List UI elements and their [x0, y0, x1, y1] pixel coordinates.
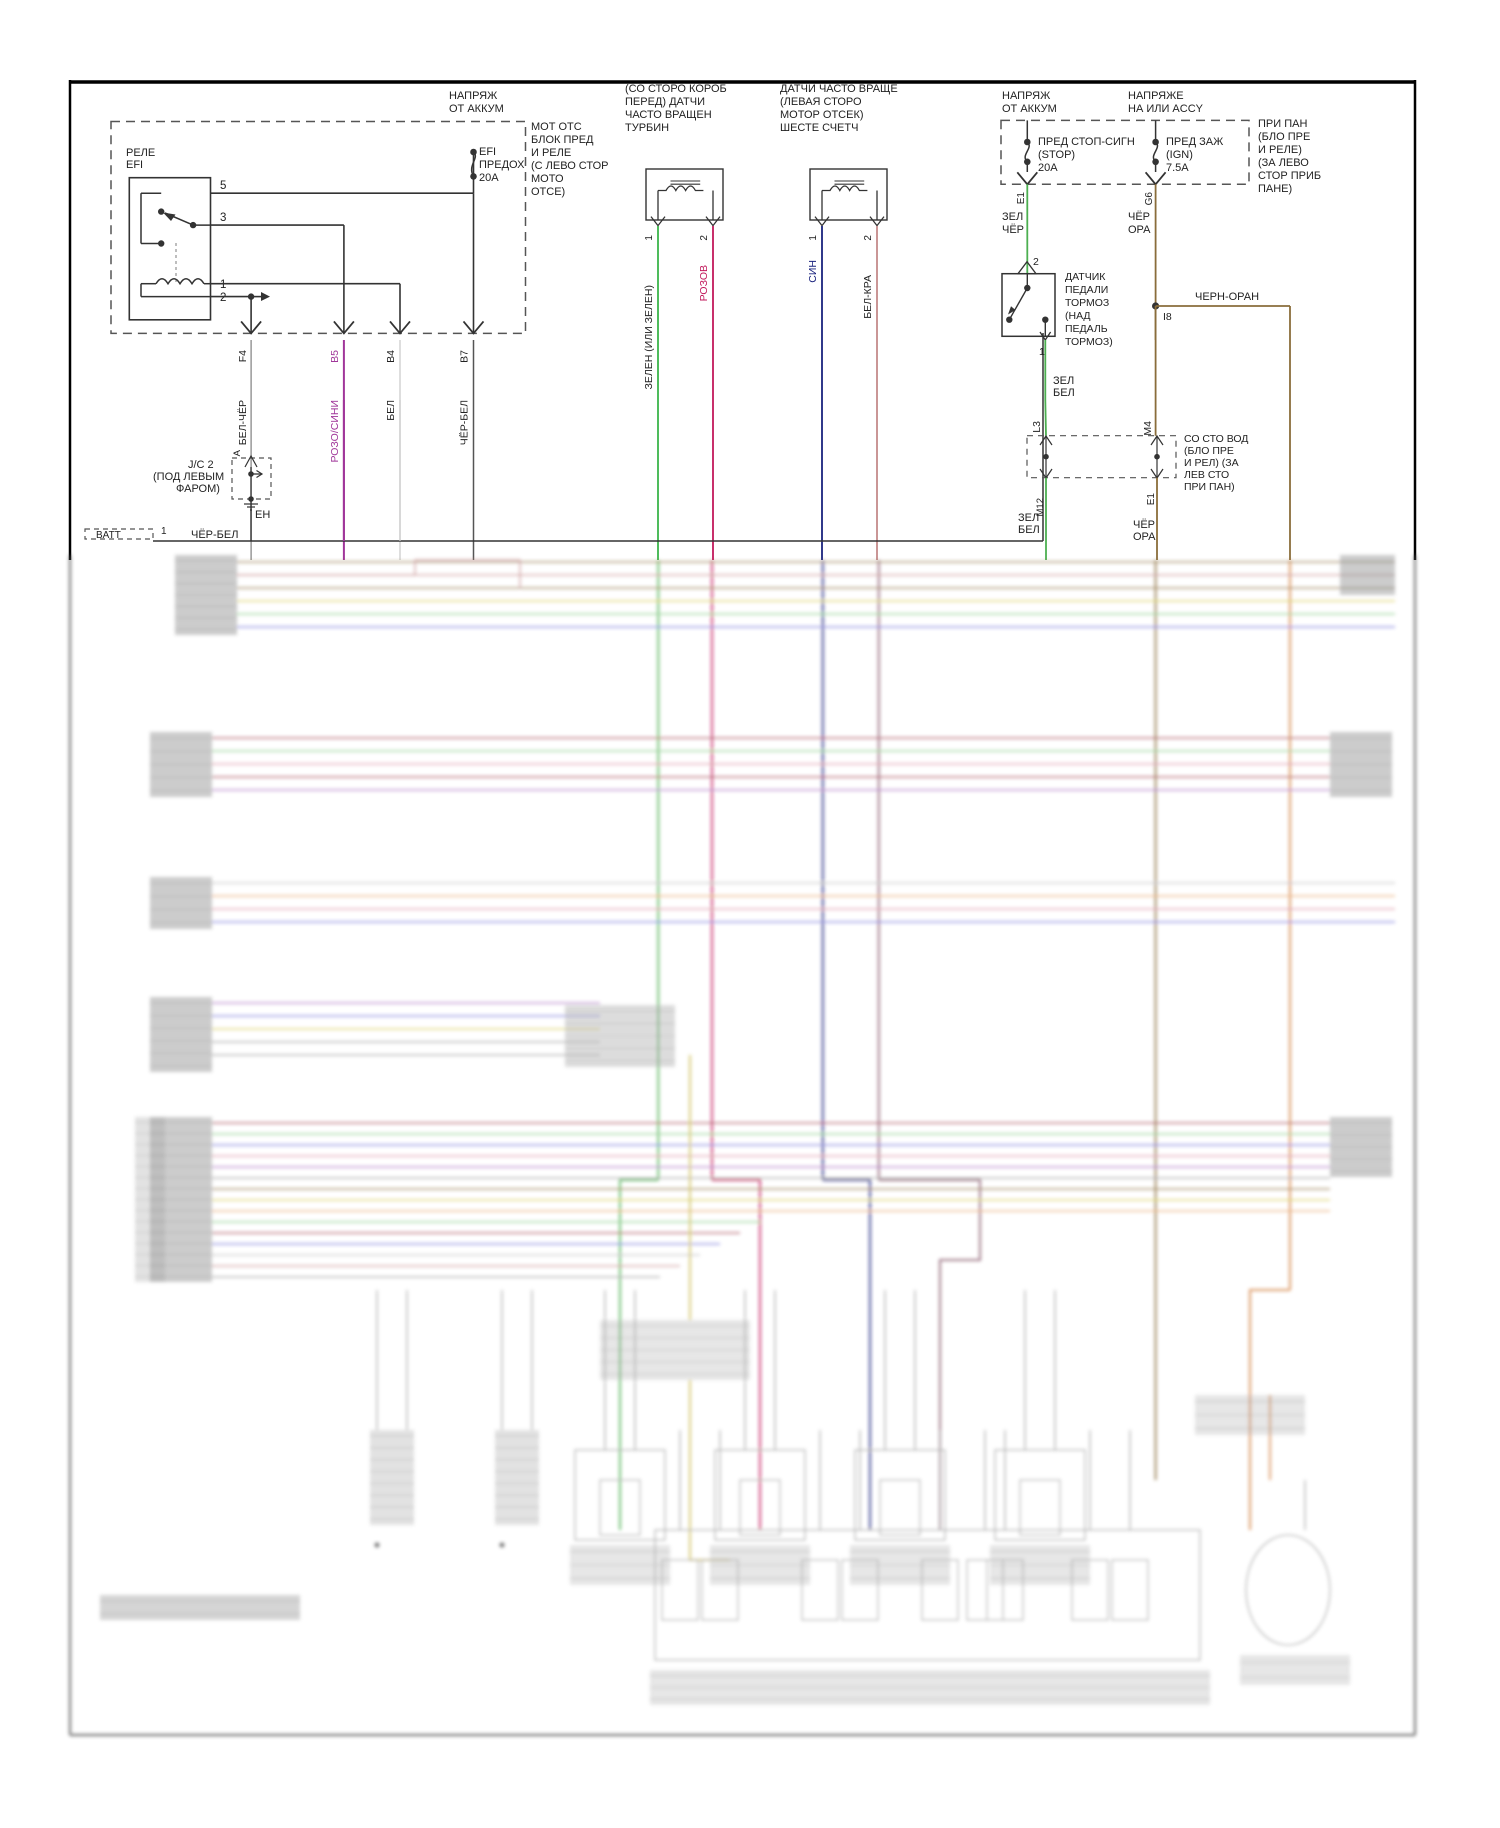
svg-text:БЕЛ-КРА: БЕЛ-КРА [862, 275, 874, 319]
svg-text:A: A [232, 449, 243, 456]
svg-text:1: 1 [1039, 346, 1045, 358]
svg-text:ЗЕЛ: ЗЕЛ [1018, 512, 1039, 524]
svg-text:ЗЕЛ: ЗЕЛ [1053, 375, 1074, 387]
svg-text:20A: 20A [479, 172, 499, 184]
svg-text:L3: L3 [1031, 421, 1043, 433]
svg-text:ЗЕЛЕН (ИЛИ ЗЕЛЕН): ЗЕЛЕН (ИЛИ ЗЕЛЕН) [643, 285, 655, 389]
svg-text:(IGN): (IGN) [1166, 149, 1193, 161]
svg-text:ЧАСТО ВРАЩЕН: ЧАСТО ВРАЩЕН [625, 109, 712, 121]
svg-text:ОРА: ОРА [1128, 224, 1151, 236]
svg-text:СИН: СИН [807, 260, 819, 283]
svg-text:2: 2 [863, 235, 874, 241]
svg-text:20A: 20A [1038, 162, 1058, 174]
svg-text:БЛОК ПРЕД: БЛОК ПРЕД [531, 134, 594, 146]
svg-text:1: 1 [808, 235, 819, 241]
svg-text:1: 1 [161, 526, 167, 537]
svg-text:E1: E1 [1016, 192, 1027, 205]
svg-text:ЧЁР-БЕЛ: ЧЁР-БЕЛ [191, 529, 238, 541]
svg-text:BATT: BATT [96, 530, 121, 541]
svg-text:И РЕЛ) (ЗА: И РЕЛ) (ЗА [1184, 457, 1239, 469]
svg-text:НАПРЯЖЕ: НАПРЯЖЕ [1128, 90, 1184, 102]
svg-text:(ЛЕВАЯ СТОРО: (ЛЕВАЯ СТОРО [780, 96, 862, 108]
svg-text:ЛЕВ СТО: ЛЕВ СТО [1184, 469, 1229, 481]
svg-text:M4: M4 [1142, 421, 1154, 436]
svg-text:(НАД: (НАД [1065, 310, 1091, 322]
svg-text:ЧЁР: ЧЁР [1002, 224, 1024, 236]
svg-text:СО СТО ВОД: СО СТО ВОД [1184, 433, 1248, 445]
svg-text:F4: F4 [237, 350, 249, 362]
svg-text:(STOP): (STOP) [1038, 149, 1075, 161]
svg-text:E1: E1 [1146, 493, 1157, 506]
svg-text:И РЕЛЕ: И РЕЛЕ [531, 147, 571, 159]
svg-text:3: 3 [220, 212, 226, 224]
svg-text:ПРЕД ЗАЖ: ПРЕД ЗАЖ [1166, 136, 1223, 148]
svg-text:ТУРБИН: ТУРБИН [625, 122, 669, 134]
svg-text:ПРИ ПАН): ПРИ ПАН) [1184, 481, 1235, 493]
svg-text:РОЗО/СИНИ: РОЗО/СИНИ [329, 400, 341, 463]
svg-text:(ПОД ЛЕВЫМ: (ПОД ЛЕВЫМ [153, 471, 224, 483]
svg-text:ТОРМОЗ: ТОРМОЗ [1065, 297, 1109, 309]
svg-text:ДАТЧИ ЧАСТО ВРАЩЕ: ДАТЧИ ЧАСТО ВРАЩЕ [780, 83, 898, 95]
svg-text:БЕЛ-ЧЁР: БЕЛ-ЧЁР [237, 400, 249, 445]
svg-text:2: 2 [220, 292, 226, 304]
svg-text:(БЛО ПРЕ: (БЛО ПРЕ [1258, 131, 1310, 143]
svg-text:МОТ ОТС: МОТ ОТС [531, 121, 582, 133]
svg-text:ОТСЕ): ОТСЕ) [531, 186, 565, 198]
svg-text:РОЗОВ: РОЗОВ [698, 265, 710, 301]
svg-text:ЧЁР: ЧЁР [1128, 211, 1150, 223]
svg-text:БЕЛ: БЕЛ [385, 400, 397, 421]
svg-text:ПРИ ПАН: ПРИ ПАН [1258, 118, 1307, 130]
svg-text:(СО СТОРО КОРОБ: (СО СТОРО КОРОБ [625, 83, 727, 95]
svg-text:НА ИЛИ ACCY: НА ИЛИ ACCY [1128, 103, 1204, 115]
svg-text:ПЕРЕД) ДАТЧИ: ПЕРЕД) ДАТЧИ [625, 96, 705, 108]
svg-text:РЕЛЕ: РЕЛЕ [126, 147, 155, 159]
svg-text:МОТОР ОТСЕК): МОТОР ОТСЕК) [780, 109, 864, 121]
svg-text:B7: B7 [459, 350, 471, 363]
svg-text:7.5A: 7.5A [1166, 162, 1189, 174]
svg-text:I8: I8 [1163, 311, 1172, 323]
svg-text:1: 1 [220, 279, 226, 291]
svg-text:НАПРЯЖ: НАПРЯЖ [1002, 90, 1050, 102]
svg-text:НАПРЯЖ: НАПРЯЖ [449, 90, 497, 102]
svg-text:ПАНЕ): ПАНЕ) [1258, 183, 1292, 195]
svg-text:ЕН: ЕН [255, 509, 270, 521]
svg-text:ТОРМОЗ): ТОРМОЗ) [1065, 336, 1113, 348]
svg-text:ПРЕД СТОП-СИГН: ПРЕД СТОП-СИГН [1038, 136, 1135, 148]
svg-text:БЕЛ: БЕЛ [1053, 387, 1075, 399]
svg-text:СТОР ПРИБ: СТОР ПРИБ [1258, 170, 1321, 182]
svg-text:G6: G6 [1144, 192, 1155, 206]
svg-text:(С ЛЕВО СТОР: (С ЛЕВО СТОР [531, 160, 609, 172]
svg-text:J/C 2: J/C 2 [188, 459, 214, 471]
svg-text:(БЛО ПРЕ: (БЛО ПРЕ [1184, 445, 1234, 457]
svg-text:ЧЕРН-ОРАН: ЧЕРН-ОРАН [1195, 291, 1259, 303]
svg-text:ОТ АККУМ: ОТ АККУМ [1002, 103, 1057, 115]
svg-text:2: 2 [699, 235, 710, 241]
svg-text:B5: B5 [329, 350, 341, 363]
svg-text:ПЕДАЛЬ: ПЕДАЛЬ [1065, 323, 1108, 335]
svg-text:ПЕДАЛИ: ПЕДАЛИ [1065, 284, 1108, 296]
svg-text:B4: B4 [385, 350, 397, 363]
svg-text:И РЕЛЕ): И РЕЛЕ) [1258, 144, 1302, 156]
svg-text:ОРА: ОРА [1133, 531, 1156, 543]
svg-text:ЧЁР: ЧЁР [1133, 519, 1155, 531]
svg-text:ДАТЧИК: ДАТЧИК [1065, 271, 1106, 283]
svg-text:ФАРОМ): ФАРОМ) [176, 483, 220, 495]
svg-text:ОТ АККУМ: ОТ АККУМ [449, 103, 504, 115]
svg-text:ЧЁР-БЕЛ: ЧЁР-БЕЛ [459, 400, 471, 445]
svg-text:МОТО: МОТО [531, 173, 564, 185]
svg-text:ШЕСТЕ СЧЕТЧ: ШЕСТЕ СЧЕТЧ [780, 122, 858, 134]
svg-text:(ЗА ЛЕВО: (ЗА ЛЕВО [1258, 157, 1309, 169]
svg-text:БЕЛ: БЕЛ [1018, 524, 1040, 536]
svg-text:5: 5 [220, 180, 226, 192]
svg-text:EFI: EFI [479, 146, 496, 158]
svg-text:EFI: EFI [126, 159, 143, 171]
svg-text:2: 2 [1033, 256, 1039, 268]
svg-text:ПРЕДОХ: ПРЕДОХ [479, 159, 525, 171]
svg-text:1: 1 [644, 235, 655, 241]
svg-text:ЗЕЛ: ЗЕЛ [1002, 211, 1023, 223]
